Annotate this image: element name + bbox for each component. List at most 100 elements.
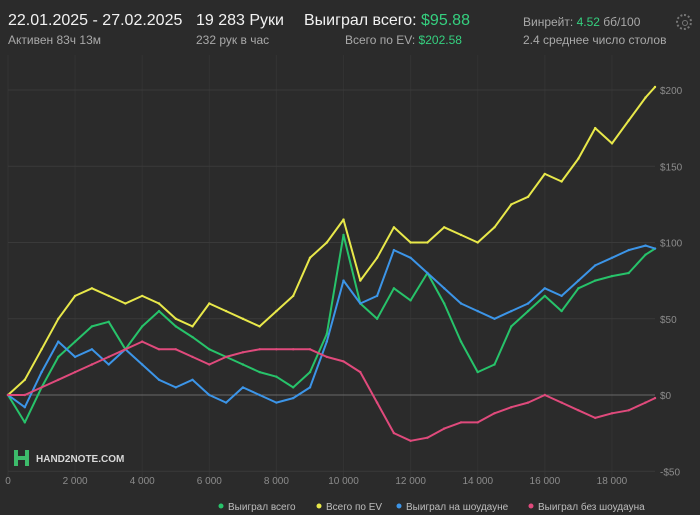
series-point — [392, 248, 396, 252]
series-point — [73, 294, 77, 298]
series-point — [443, 287, 446, 290]
series-point — [292, 386, 295, 389]
series-point — [107, 363, 110, 366]
series-point — [208, 348, 211, 351]
series-point — [325, 241, 328, 244]
series-point — [141, 325, 144, 328]
series-point — [208, 363, 211, 366]
series-point — [191, 335, 194, 339]
x-tick-label: 12 000 — [395, 476, 426, 487]
series-point — [510, 325, 513, 328]
series-point — [23, 406, 26, 409]
x-tick-label: 10 000 — [328, 476, 359, 487]
series-point — [627, 271, 630, 275]
series-point — [275, 401, 278, 404]
series-point — [627, 409, 630, 412]
series-point — [375, 317, 379, 320]
series-point — [443, 427, 446, 430]
series-point — [493, 226, 496, 229]
series-point — [90, 325, 94, 328]
series-point — [392, 226, 396, 229]
series-point — [577, 287, 580, 290]
series-point — [409, 439, 412, 442]
series-point — [543, 287, 546, 290]
x-tick-label: 8 000 — [264, 476, 289, 487]
series-point — [241, 317, 245, 320]
legend-label: Выиграл без шоудауна — [538, 501, 645, 513]
series-point — [224, 355, 228, 359]
hands-count: 19 283 Руки — [196, 12, 284, 29]
series-point — [594, 416, 597, 420]
y-tick-label: $50 — [660, 315, 677, 326]
x-tick-label: 4 000 — [130, 476, 155, 487]
series-point — [241, 351, 245, 354]
series-point — [426, 241, 429, 244]
series-point — [73, 355, 77, 359]
series-point — [577, 157, 580, 160]
series-point — [342, 233, 345, 237]
series-point — [443, 302, 446, 305]
y-tick-label: $150 — [660, 162, 683, 173]
x-tick-label: 0 — [5, 476, 11, 487]
legend-item[interactable]: Выиграл на шоудауне — [396, 502, 509, 513]
series-point — [342, 279, 345, 282]
series-group — [6, 85, 657, 397]
series-point — [560, 180, 563, 183]
series-point — [510, 309, 513, 313]
series-point — [157, 309, 161, 313]
date-range: 22.01.2025 - 27.02.2025 — [8, 12, 183, 29]
series-point — [157, 378, 161, 381]
series-point — [23, 393, 26, 397]
series-point — [308, 256, 312, 259]
series-point — [23, 378, 26, 381]
series-point — [526, 302, 530, 305]
series-point — [610, 274, 614, 278]
series-point — [359, 370, 362, 374]
ev-total-value: $202.58 — [418, 33, 462, 47]
series-point — [40, 348, 43, 351]
series-point — [90, 287, 94, 290]
active-time: Активен 83ч 13м — [8, 33, 101, 47]
series-point — [174, 386, 177, 389]
series-point — [526, 309, 530, 313]
series-line — [7, 86, 656, 396]
series-point — [543, 294, 546, 298]
series-point — [224, 401, 228, 404]
series-point — [191, 355, 194, 359]
avg-tables: 2.4 среднее число столов — [523, 33, 667, 47]
series-point — [57, 340, 60, 343]
legend-label: Выиграл на шоудауне — [406, 502, 509, 513]
series-point — [208, 393, 211, 397]
series-point — [594, 279, 597, 282]
series-point — [224, 309, 228, 313]
legend-item[interactable]: Выиграл всего — [218, 502, 297, 513]
series-point — [459, 233, 463, 237]
legend-marker — [218, 503, 224, 509]
x-tick-label: 16 000 — [530, 476, 561, 487]
series-point — [644, 401, 647, 404]
series-point — [174, 325, 177, 328]
settings-gear-icon[interactable] — [676, 14, 692, 30]
series-point — [275, 348, 278, 351]
legend-label: Выиграл всего — [228, 502, 296, 513]
series-point — [191, 325, 194, 328]
series-point — [443, 226, 446, 229]
series-point — [426, 436, 429, 439]
legend-item[interactable]: Всего по EV — [316, 502, 383, 513]
x-tick-label: 6 000 — [197, 476, 222, 487]
series-point — [40, 370, 43, 374]
y-tick-label: $200 — [660, 86, 683, 97]
series-point — [459, 340, 463, 343]
series-point — [375, 294, 379, 298]
legend-item[interactable]: Выиграл без шоудауна — [528, 501, 646, 513]
series-point — [258, 325, 261, 328]
series-point — [73, 370, 77, 374]
series-point — [90, 363, 94, 366]
series-point — [174, 317, 177, 320]
series-point — [359, 302, 362, 305]
series-point — [141, 363, 144, 366]
x-tick-label: 18 000 — [597, 476, 628, 487]
x-tick-label: 14 000 — [462, 476, 493, 487]
series-point — [493, 412, 496, 415]
series-point — [610, 142, 614, 145]
